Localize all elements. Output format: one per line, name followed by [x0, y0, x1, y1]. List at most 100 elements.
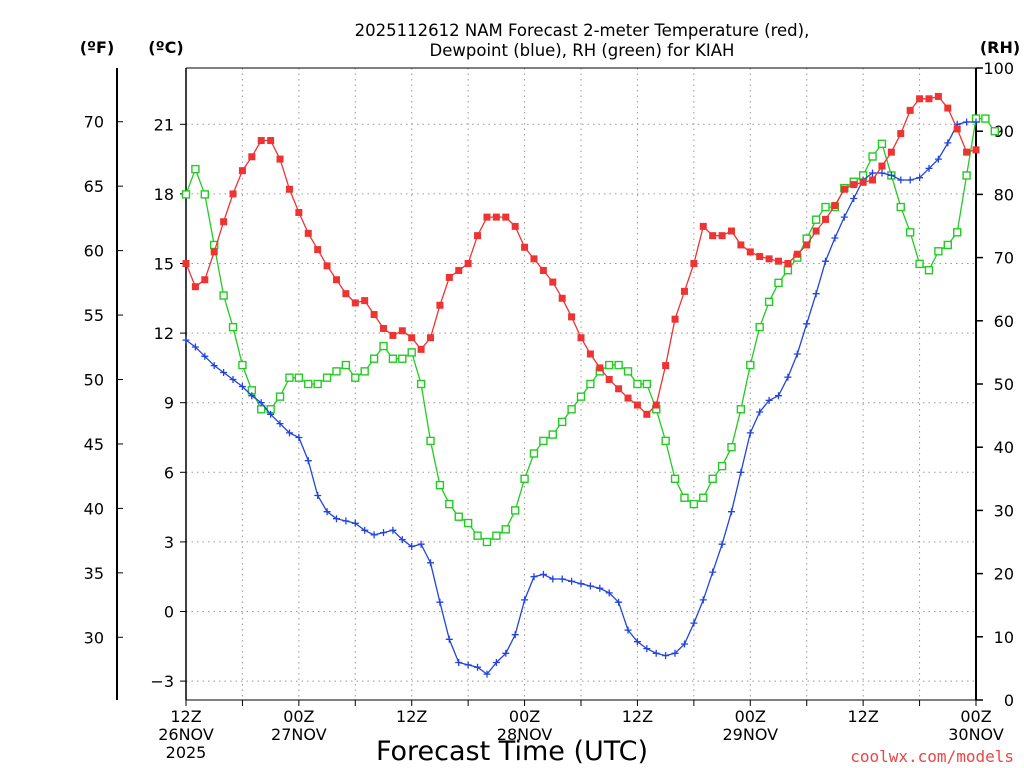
rh-tick-label: 0 [1004, 691, 1014, 710]
rh-point [341, 360, 351, 370]
fahrenheit-tick-label: 65 [84, 177, 104, 196]
dewpoint-point [248, 392, 256, 400]
celsius-tick-label: 12 [154, 324, 174, 343]
rh-point [708, 474, 717, 483]
time-tick-label: 00Z [735, 707, 766, 726]
2-meter-temperature-point [944, 104, 952, 112]
2-meter-temperature-point [323, 262, 331, 270]
2-meter-temperature-point [887, 148, 895, 156]
rh-point [332, 367, 341, 376]
rh-tick-label: 100 [983, 59, 1014, 78]
2-meter-temperature-point [671, 315, 679, 323]
2-meter-temperature-point [361, 297, 369, 305]
2-meter-temperature-point [436, 301, 444, 309]
2-meter-temperature-point [633, 401, 641, 409]
2-meter-temperature-point [539, 266, 547, 274]
2-meter-temperature-point [756, 253, 764, 261]
2-meter-temperature-point [906, 106, 914, 114]
dewpoint-point [709, 568, 717, 576]
rh-point [680, 493, 689, 502]
rh-point [567, 405, 576, 414]
rh-point [407, 348, 416, 357]
dewpoint-point [840, 213, 848, 221]
2-meter-temperature-point [530, 255, 538, 263]
2-meter-temperature-point [916, 95, 924, 103]
plot-frame [116, 67, 977, 701]
2-meter-temperature-point [718, 232, 726, 240]
rh-tick-label: 40 [994, 438, 1014, 457]
2-meter-temperature-point [690, 260, 698, 267]
2-meter-temperature-point [492, 213, 500, 221]
2-meter-temperature-point [972, 146, 980, 154]
series-dewpoint [182, 118, 980, 678]
rh-point [990, 126, 1000, 136]
2-meter-temperature-point [474, 232, 482, 240]
rh-point [905, 228, 915, 237]
rh-point [181, 190, 191, 199]
rh-point [445, 499, 454, 509]
2-meter-temperature-point [840, 185, 848, 193]
time-tick-label: 2025 [166, 743, 207, 762]
dewpoint-point [539, 570, 547, 578]
rh-point [633, 379, 642, 389]
2-meter-temperature-point [596, 364, 604, 372]
rh-point [952, 228, 962, 237]
2-meter-temperature-point [445, 273, 453, 281]
2-meter-temperature-point [558, 294, 566, 302]
series-2-meter-temperature [182, 92, 980, 418]
dewpoint-point [568, 577, 576, 585]
rh-point [868, 152, 877, 161]
2-meter-temperature-point [709, 232, 717, 240]
2-meter-temperature-point [953, 125, 961, 133]
dewpoint-point [511, 631, 519, 639]
2-meter-temperature-point [812, 227, 820, 235]
2-meter-temperature-point [878, 162, 886, 170]
2-meter-temperature-point [267, 137, 275, 145]
rh-point [257, 405, 266, 414]
rh-point [304, 379, 313, 389]
rh-point [520, 474, 529, 483]
time-tick-label: 12Z [396, 707, 427, 726]
2-meter-temperature-point [869, 176, 877, 184]
2-meter-temperature-point [803, 241, 811, 249]
rh-point [642, 379, 652, 389]
rh-point [548, 430, 557, 439]
celsius-tick-label: −3 [150, 672, 174, 691]
2-meter-temperature-point [605, 376, 613, 383]
rh-point [689, 499, 699, 509]
dewpoint-point [784, 373, 792, 381]
celsius-tick-label: 18 [154, 185, 174, 204]
2-meter-temperature-point [210, 248, 218, 256]
dewpoint-point [925, 164, 933, 172]
2-meter-temperature-point [680, 287, 688, 295]
rh-point [981, 114, 990, 123]
rh-point [463, 518, 473, 528]
rh-point [877, 139, 887, 149]
rh-point [586, 379, 595, 389]
dewpoint-point [963, 118, 971, 126]
rh-point [473, 531, 482, 540]
2-meter-temperature-point [662, 362, 670, 370]
2-meter-temperature-point [229, 190, 237, 198]
rh-point [398, 354, 407, 363]
2-meter-temperature-point [201, 276, 209, 284]
2-meter-temperature-point [483, 213, 491, 221]
dewpoint-point [812, 290, 820, 298]
time-tick-label: 00Z [960, 707, 991, 726]
2-meter-temperature-point [417, 345, 425, 353]
dewpoint-point [210, 362, 218, 370]
dewpoint-point [916, 174, 924, 182]
rh-point [727, 443, 736, 452]
2-meter-temperature-point [568, 313, 576, 321]
fahrenheit-tick-label: 40 [84, 499, 104, 518]
time-tick-label: 27NOV [271, 725, 327, 744]
2-meter-temperature-point [934, 92, 942, 100]
rh-point [717, 461, 727, 471]
rh-point [699, 493, 708, 502]
unit-label-c: (ºC) [148, 38, 183, 57]
2-meter-temperature-point [295, 208, 303, 216]
dewpoint-point [633, 638, 641, 646]
2-meter-temperature-point [285, 185, 293, 193]
2-meter-temperature-point [342, 290, 350, 298]
